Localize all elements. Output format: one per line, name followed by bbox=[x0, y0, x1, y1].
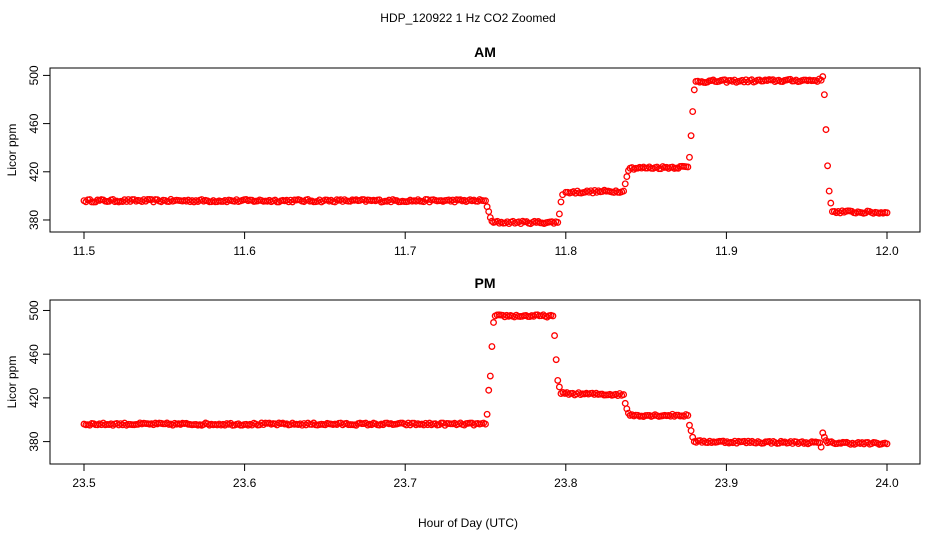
data-point bbox=[123, 198, 130, 205]
data-point bbox=[825, 187, 833, 195]
data-point bbox=[686, 153, 693, 161]
data-point bbox=[883, 440, 891, 448]
x-tick-label: 23.8 bbox=[554, 476, 578, 490]
y-tick-label: 460 bbox=[27, 113, 41, 133]
data-point bbox=[92, 198, 100, 206]
ylabel-am: Licor ppm bbox=[5, 124, 19, 177]
x-tick-label: 23.9 bbox=[715, 476, 739, 490]
data-point bbox=[820, 433, 828, 441]
x-tick-label: 23.7 bbox=[394, 476, 418, 490]
ticks-pm: 23.5 23.6 23.7 23.8 23.9 24.0 380 420 460 500 bbox=[27, 300, 899, 490]
data-point bbox=[256, 421, 264, 429]
data-point bbox=[554, 376, 562, 384]
data-point bbox=[488, 343, 496, 350]
data-point bbox=[684, 163, 692, 171]
x-axis-title: Hour of Day (UTC) bbox=[418, 516, 518, 530]
data-point bbox=[621, 180, 629, 188]
points-am bbox=[80, 73, 891, 228]
data-point bbox=[620, 187, 628, 195]
data-point bbox=[623, 405, 631, 413]
ylabel-pm: Licor ppm bbox=[5, 356, 19, 409]
x-tick-label: 24.0 bbox=[875, 476, 899, 490]
data-point bbox=[482, 197, 489, 205]
x-tick-label: 11.9 bbox=[715, 244, 738, 258]
data-point bbox=[549, 312, 557, 320]
x-tick-label: 12.0 bbox=[875, 244, 899, 258]
data-point bbox=[273, 421, 281, 429]
data-point bbox=[485, 386, 493, 394]
data-point bbox=[623, 173, 631, 181]
data-point bbox=[819, 73, 827, 81]
panel-title-pm: PM bbox=[475, 275, 496, 291]
data-point bbox=[822, 126, 830, 134]
x-tick-label: 11.8 bbox=[555, 244, 578, 258]
data-point bbox=[551, 332, 559, 340]
data-point bbox=[493, 217, 501, 225]
data-point bbox=[490, 319, 497, 326]
data-point bbox=[482, 420, 489, 428]
data-point bbox=[820, 91, 828, 99]
data-point bbox=[485, 208, 493, 215]
data-point bbox=[486, 372, 494, 380]
data-point bbox=[674, 164, 682, 172]
data-point bbox=[138, 198, 146, 205]
data-point bbox=[486, 214, 494, 222]
data-point bbox=[304, 195, 312, 203]
y-tick-label: 500 bbox=[27, 65, 41, 85]
data-point bbox=[552, 356, 560, 364]
data-point bbox=[689, 108, 697, 116]
data-point bbox=[883, 209, 891, 217]
y-tick-label: 500 bbox=[27, 300, 41, 320]
data-point bbox=[689, 433, 697, 441]
panel-pm: PM Licor ppm 23.5 23.6 23.7 23.8 23.9 24.0 380… bbox=[5, 275, 921, 490]
data-point bbox=[824, 162, 832, 170]
y-tick-label: 380 bbox=[27, 210, 41, 230]
data-point bbox=[555, 383, 563, 391]
ticks-am: 11.5 11.6 11.7 11.8 11.9 12.0 380 420 460 500 bbox=[27, 65, 899, 258]
x-tick-label: 23.6 bbox=[233, 476, 257, 490]
data-point bbox=[555, 210, 563, 218]
x-tick-label: 11.7 bbox=[394, 244, 417, 258]
y-tick-label: 460 bbox=[27, 344, 41, 364]
panel-am: AM Licor ppm 11.5 11.6 11.7 11.8 11.9 12.0 380… bbox=[5, 44, 921, 258]
data-point bbox=[827, 199, 835, 207]
data-point bbox=[690, 86, 698, 94]
data-point bbox=[686, 421, 693, 429]
data-point bbox=[798, 438, 806, 446]
x-tick-label: 11.6 bbox=[233, 244, 256, 258]
data-point bbox=[616, 390, 624, 398]
figure-title: HDP_120922 1 Hz CO2 Zoomed bbox=[380, 11, 555, 25]
data-point bbox=[817, 443, 825, 451]
y-tick-label: 380 bbox=[27, 431, 41, 451]
data-point bbox=[554, 218, 562, 226]
data-point bbox=[119, 198, 127, 206]
data-point bbox=[836, 209, 844, 217]
data-point bbox=[557, 198, 565, 206]
data-point bbox=[687, 132, 695, 140]
y-tick-label: 420 bbox=[27, 388, 41, 408]
x-tick-label: 23.5 bbox=[72, 476, 96, 490]
data-point bbox=[684, 411, 692, 419]
data-point bbox=[620, 391, 628, 399]
x-tick-label: 11.5 bbox=[73, 244, 96, 258]
panel-title-am: AM bbox=[474, 44, 496, 60]
data-point bbox=[696, 437, 704, 444]
data-point bbox=[483, 410, 491, 418]
data-point bbox=[298, 421, 306, 429]
data-point bbox=[687, 427, 695, 435]
data-point bbox=[680, 412, 688, 420]
points-pm bbox=[80, 311, 891, 451]
data-point bbox=[816, 439, 823, 447]
data-point bbox=[621, 399, 629, 407]
data-point bbox=[817, 76, 825, 84]
data-point bbox=[819, 429, 827, 437]
data-point bbox=[289, 198, 296, 206]
y-tick-label: 420 bbox=[27, 161, 41, 181]
